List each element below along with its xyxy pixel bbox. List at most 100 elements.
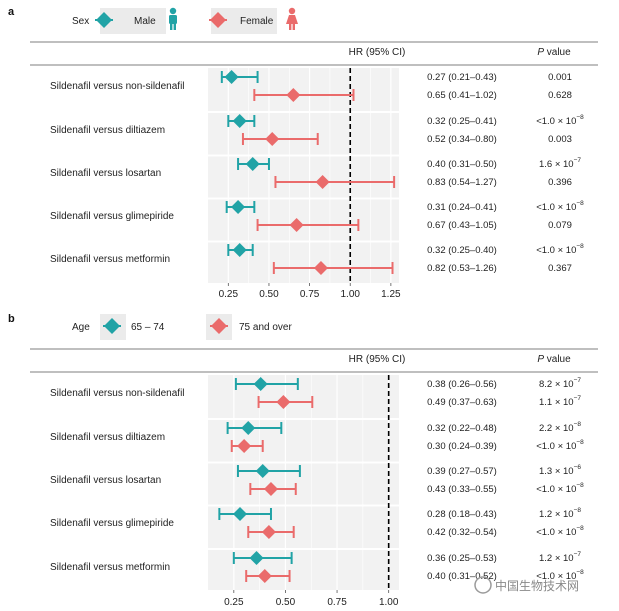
p-value-text: 8.2 × 10−7 xyxy=(539,377,581,390)
hr-point xyxy=(253,377,268,391)
hr-ci-text: 0.36 (0.25–0.53) xyxy=(427,553,497,564)
tick-label: 0.75 xyxy=(327,597,347,608)
panel-letter: a xyxy=(8,6,15,18)
hr-point xyxy=(289,218,304,232)
p-value-text: 0.079 xyxy=(548,220,572,231)
legend: Sex Male Female xyxy=(72,7,298,34)
hr-point xyxy=(249,551,264,565)
hr-point xyxy=(265,132,280,146)
forest-row: Sildenafil versus metformin 0.36 (0.25–0.… xyxy=(50,551,584,583)
p-value-text: <1.0 × 10−8 xyxy=(536,243,584,256)
hr-ci-text: 0.82 (0.53–1.26) xyxy=(427,263,497,274)
hr-point xyxy=(231,200,246,214)
p-value-text: 1.2 × 10−7 xyxy=(539,551,581,564)
forest-row: Sildenafil versus losartan 0.39 (0.27–0.5… xyxy=(50,464,584,496)
panel-b: b Age 65 – 74 75 and over HR (95% CI) P value… xyxy=(8,313,598,608)
p-value-text: <1.0 × 10−8 xyxy=(536,114,584,127)
row-label: Sildenafil versus metformin xyxy=(50,562,170,573)
hr-ci-text: 0.67 (0.43–1.05) xyxy=(427,220,497,231)
hr-ci-text: 0.42 (0.32–0.54) xyxy=(427,527,497,538)
wechat-icon xyxy=(474,576,492,594)
hr-point xyxy=(232,114,247,128)
legend-label: Male xyxy=(134,16,156,27)
hr-ci-text: 0.65 (0.41–1.02) xyxy=(427,90,497,101)
legend-title: Sex xyxy=(72,16,89,27)
hr-point xyxy=(224,70,239,84)
header-hr: HR (95% CI) xyxy=(349,47,406,58)
p-value-text: 0.001 xyxy=(548,72,572,83)
hr-ci-text: 0.83 (0.54–1.27) xyxy=(427,177,497,188)
p-value-text: 0.367 xyxy=(548,263,572,274)
hr-ci-text: 0.43 (0.33–0.55) xyxy=(427,484,497,495)
hr-point xyxy=(241,421,256,435)
p-value-text: <1.0 × 10−8 xyxy=(536,482,584,495)
tick-label: 0.75 xyxy=(300,289,320,300)
legend-key-diamond xyxy=(96,12,112,28)
hr-ci-text: 0.52 (0.34–0.80) xyxy=(427,134,497,145)
row-label: Sildenafil versus glimepiride xyxy=(50,211,174,222)
forest-row: Sildenafil versus diltiazem 0.32 (0.22–0.… xyxy=(50,421,584,453)
legend-key-diamond xyxy=(210,12,226,28)
hr-ci-text: 0.40 (0.31–0.52) xyxy=(427,571,497,582)
forest-row: Sildenafil versus glimepiride 0.28 (0.18–… xyxy=(50,507,584,539)
hr-point xyxy=(257,569,272,583)
p-value-text: <1.0 × 10−8 xyxy=(536,525,584,538)
female-person-icon xyxy=(286,7,298,30)
p-value-text: 1.1 × 10−7 xyxy=(539,395,581,408)
forest-row: Sildenafil versus metformin 0.32 (0.25–0.… xyxy=(50,243,584,275)
hr-ci-text: 0.49 (0.37–0.63) xyxy=(427,397,497,408)
p-value-text: 0.396 xyxy=(548,177,572,188)
p-value-text: <1.0 × 10−8 xyxy=(536,439,584,452)
hr-ci-text: 0.32 (0.22–0.48) xyxy=(427,423,497,434)
legend-title: Age xyxy=(72,322,90,333)
hr-point xyxy=(276,395,291,409)
tick-label: 1.00 xyxy=(340,289,360,300)
forest-row: Sildenafil versus non-sildenafil 0.27 (0.… xyxy=(50,70,572,102)
hr-point xyxy=(233,507,248,521)
panel-a: a Sex Male Female HR (95% CI) P value Sildenaf… xyxy=(8,6,598,300)
hr-point xyxy=(315,175,330,189)
hr-ci-text: 0.32 (0.25–0.40) xyxy=(427,245,497,256)
forest-row: Sildenafil versus glimepiride 0.31 (0.24–… xyxy=(50,200,584,232)
hr-ci-text: 0.40 (0.31–0.50) xyxy=(427,159,497,170)
p-value-text: 0.003 xyxy=(548,134,572,145)
hr-point xyxy=(313,261,328,275)
row-label: Sildenafil versus non-sildenafil xyxy=(50,81,185,92)
hr-point xyxy=(237,439,252,453)
legend-label: 75 and over xyxy=(239,322,292,333)
legend-key-diamond xyxy=(104,318,120,334)
header-hr: HR (95% CI) xyxy=(349,354,406,365)
watermark-text: 中国生物技术网 xyxy=(495,578,579,593)
male-person-icon xyxy=(169,7,177,30)
panel-letter: b xyxy=(8,313,15,325)
plot-background xyxy=(208,375,399,590)
hr-point xyxy=(286,88,301,102)
hr-ci-text: 0.31 (0.24–0.41) xyxy=(427,202,497,213)
row-label: Sildenafil versus diltiazem xyxy=(50,125,165,136)
hr-ci-text: 0.39 (0.27–0.57) xyxy=(427,466,497,477)
tick-label: 0.25 xyxy=(219,289,239,300)
p-value-text: 1.2 × 10−8 xyxy=(539,507,581,520)
hr-point xyxy=(255,464,270,478)
p-value-text: 1.3 × 10−6 xyxy=(539,464,581,477)
row-label: Sildenafil versus losartan xyxy=(50,168,161,179)
header-p-value: P value xyxy=(537,354,571,365)
hr-point xyxy=(245,157,260,171)
hr-ci-text: 0.32 (0.25–0.41) xyxy=(427,116,497,127)
tick-label: 1.00 xyxy=(379,597,399,608)
hr-ci-text: 0.30 (0.24–0.39) xyxy=(427,441,497,452)
forest-row: Sildenafil versus diltiazem 0.32 (0.25–0.… xyxy=(50,114,584,146)
p-value-text: 2.2 × 10−8 xyxy=(539,421,581,434)
tick-label: 1.25 xyxy=(381,289,401,300)
hr-point xyxy=(263,482,278,496)
row-label: Sildenafil versus diltiazem xyxy=(50,432,165,443)
row-label: Sildenafil versus metformin xyxy=(50,254,170,265)
hr-ci-text: 0.38 (0.26–0.56) xyxy=(427,379,497,390)
p-value-text: 1.6 × 10−7 xyxy=(539,157,581,170)
p-value-text: <1.0 × 10−8 xyxy=(536,569,584,582)
legend: Age 65 – 74 75 and over xyxy=(72,314,292,340)
tick-label: 0.50 xyxy=(276,597,296,608)
forest-row: Sildenafil versus losartan 0.40 (0.31–0.5… xyxy=(50,157,581,189)
legend-key-diamond xyxy=(211,318,227,334)
